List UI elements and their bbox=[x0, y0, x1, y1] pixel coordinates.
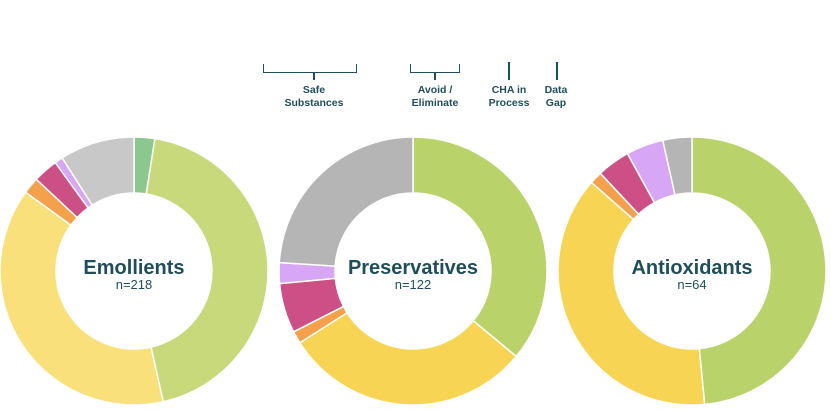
safe-bracket bbox=[263, 64, 357, 73]
donut-slice-c bbox=[557, 181, 706, 406]
legend-badge-c: C bbox=[345, 22, 377, 58]
donut-title: Preservatives bbox=[348, 257, 478, 279]
legend-label-safe: Safe Substances bbox=[284, 84, 344, 109]
donut-slice-c bbox=[0, 191, 165, 406]
gap-stem bbox=[556, 62, 558, 80]
donut-title: Antioxidants bbox=[631, 257, 752, 279]
donut-title: Emollients bbox=[83, 257, 184, 279]
donut-slice-c bbox=[298, 311, 518, 406]
donut-slice-gap bbox=[278, 136, 414, 267]
donut-slice-b bbox=[412, 136, 548, 358]
donut-n-label: n=218 bbox=[116, 277, 153, 292]
safe-stem bbox=[313, 72, 315, 80]
legend-badge-b: B bbox=[298, 22, 330, 58]
avoid-stem bbox=[434, 72, 436, 80]
donut-slice-gap bbox=[61, 136, 135, 207]
legend-badge-ip: IP bbox=[493, 22, 525, 58]
cha-stem bbox=[508, 62, 510, 80]
donut-n-label: n=64 bbox=[677, 277, 706, 292]
legend-badge-d: D bbox=[395, 22, 427, 58]
legend-label-gap: Data Gap bbox=[544, 84, 568, 109]
donut-slice-gap bbox=[661, 136, 693, 196]
legend-badge-a: A bbox=[248, 22, 280, 58]
legend-badge-f: F bbox=[443, 22, 475, 58]
legend-badge-data-gap: ? bbox=[541, 22, 573, 58]
donut-n-label: n=122 bbox=[395, 277, 432, 292]
legend-label-cha: CHA in Process bbox=[488, 84, 530, 109]
donut-slice-b bbox=[691, 136, 827, 406]
donut-slice-b bbox=[145, 137, 269, 403]
legend-label-avoid: Avoid / Eliminate bbox=[411, 84, 459, 109]
